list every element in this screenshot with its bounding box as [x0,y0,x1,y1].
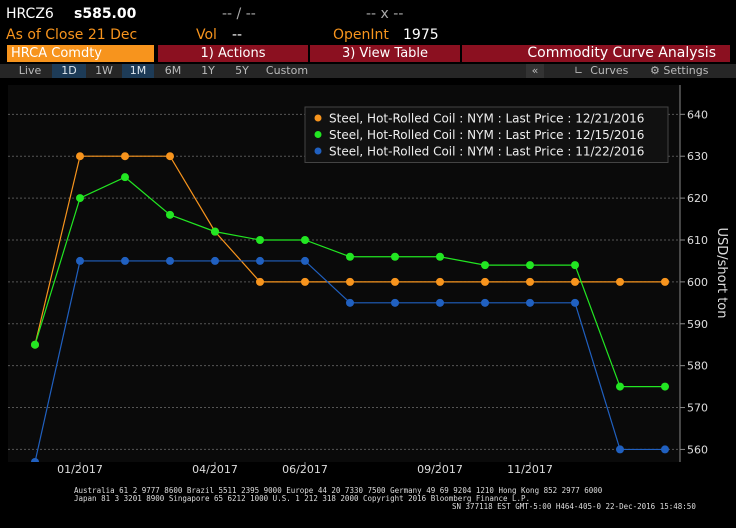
bid-ask: -- x -- [366,6,404,22]
data-point [121,256,129,265]
y-tick-label: 600 [687,276,708,289]
data-point [526,298,534,307]
security-field[interactable]: HRCA Comdty [7,45,154,62]
tab[interactable]: 1D [52,64,86,78]
change: -- / -- [222,6,256,22]
openint-label: OpenInt [333,27,389,43]
tab-strip: Live 1D 1W 1M 6M 1Y 5Y Custom « ∟ Curves… [0,64,736,78]
data-point [436,277,444,286]
footer-line: SN 377118 EST GMT-5:00 H464-405-0 22-Dec… [452,502,696,511]
data-point [301,235,309,244]
data-point [76,256,84,265]
view-table-menu[interactable]: 3) View Table [310,45,460,62]
data-point [256,235,264,244]
data-point [31,340,39,349]
y-tick-label: 560 [687,443,708,456]
settings-label: Settings [663,64,709,77]
y-tick-label: 570 [687,402,708,415]
footer-line: Australia 61 2 9777 8600 Brazil 5511 239… [74,486,603,495]
data-point [121,173,129,182]
data-point [571,277,579,286]
legend-entry: Steel, Hot-Rolled Coil : NYM : Last Pric… [329,112,644,126]
openint: 1975 [403,27,439,43]
x-tick-label: 11/2017 [507,463,553,476]
data-point [661,277,669,286]
data-point [346,252,354,261]
data-point [661,445,669,454]
chart: USD/short ton 560 570 580 590 600 610 620 630 64… [8,85,729,476]
tab[interactable]: Custom [265,64,309,77]
data-point [571,298,579,307]
data-point [166,210,174,219]
data-point [346,298,354,307]
vol: -- [232,27,243,43]
data-point [256,256,264,265]
x-tick-label: 01/2017 [57,463,103,476]
data-point [391,252,399,261]
data-point [436,252,444,261]
data-point [211,256,219,265]
curves-label: Curves [590,64,629,77]
data-point [301,277,309,286]
data-point [301,256,309,265]
y-tick-label: 640 [687,108,708,121]
legend-swatch [314,114,322,122]
data-point [346,277,354,286]
data-point [481,277,489,286]
data-point [526,277,534,286]
data-point [436,298,444,307]
data-point [76,152,84,161]
data-point [571,261,579,270]
curves-button[interactable]: ∟ Curves [574,64,629,77]
data-point [166,256,174,265]
data-point [121,152,129,161]
data-point [391,277,399,286]
legend-entry: Steel, Hot-Rolled Coil : NYM : Last Pric… [329,145,644,159]
legend-entry: Steel, Hot-Rolled Coil : NYM : Last Pric… [329,128,644,142]
y-axis-title: USD/short ton [714,228,729,319]
function-title: Commodity Curve Analysis [462,45,730,62]
data-point [616,382,624,391]
footer-line: Japan 81 3 3201 8900 Singapore 65 6212 1… [74,494,531,503]
data-point [31,458,39,462]
price: s585.00 [74,6,137,22]
data-point [256,277,264,286]
tab[interactable]: Live [18,64,42,77]
actions-menu[interactable]: 1) Actions [158,45,308,62]
y-tick-label: 580 [687,360,708,373]
data-point [481,298,489,307]
x-tick-label: 06/2017 [282,463,328,476]
collapse-button[interactable]: « [526,64,544,78]
legend-swatch [314,147,322,155]
data-point [616,277,624,286]
tab[interactable]: 1M [122,64,154,78]
data-point [76,194,84,203]
y-tick-label: 620 [687,192,708,205]
as-of: As of Close 21 Dec [6,27,138,43]
legend-box [304,106,669,163]
data-point [211,227,219,236]
series-layer [31,152,669,462]
tab[interactable]: 1Y [201,64,215,77]
y-tick-label: 630 [687,150,708,163]
vol-label: Vol [196,27,217,43]
tab[interactable]: 6M [164,64,182,77]
tab[interactable]: 5Y [235,64,249,77]
settings-button[interactable]: ⚙ Settings [650,64,709,77]
legend-swatch [314,131,322,138]
data-point [391,298,399,307]
data-point [481,261,489,270]
data-point [616,445,624,454]
tab[interactable]: 1W [95,64,113,77]
ticker: HRCZ6 [6,6,54,22]
data-point [526,261,534,270]
data-point [661,382,669,391]
data-point [166,152,174,161]
y-tick-label: 590 [687,318,708,331]
x-tick-label: 04/2017 [192,463,238,476]
y-tick-label: 610 [687,234,708,247]
x-tick-label: 09/2017 [417,463,463,476]
legend: Steel, Hot-Rolled Coil : NYM : Last Pric… [304,106,669,163]
